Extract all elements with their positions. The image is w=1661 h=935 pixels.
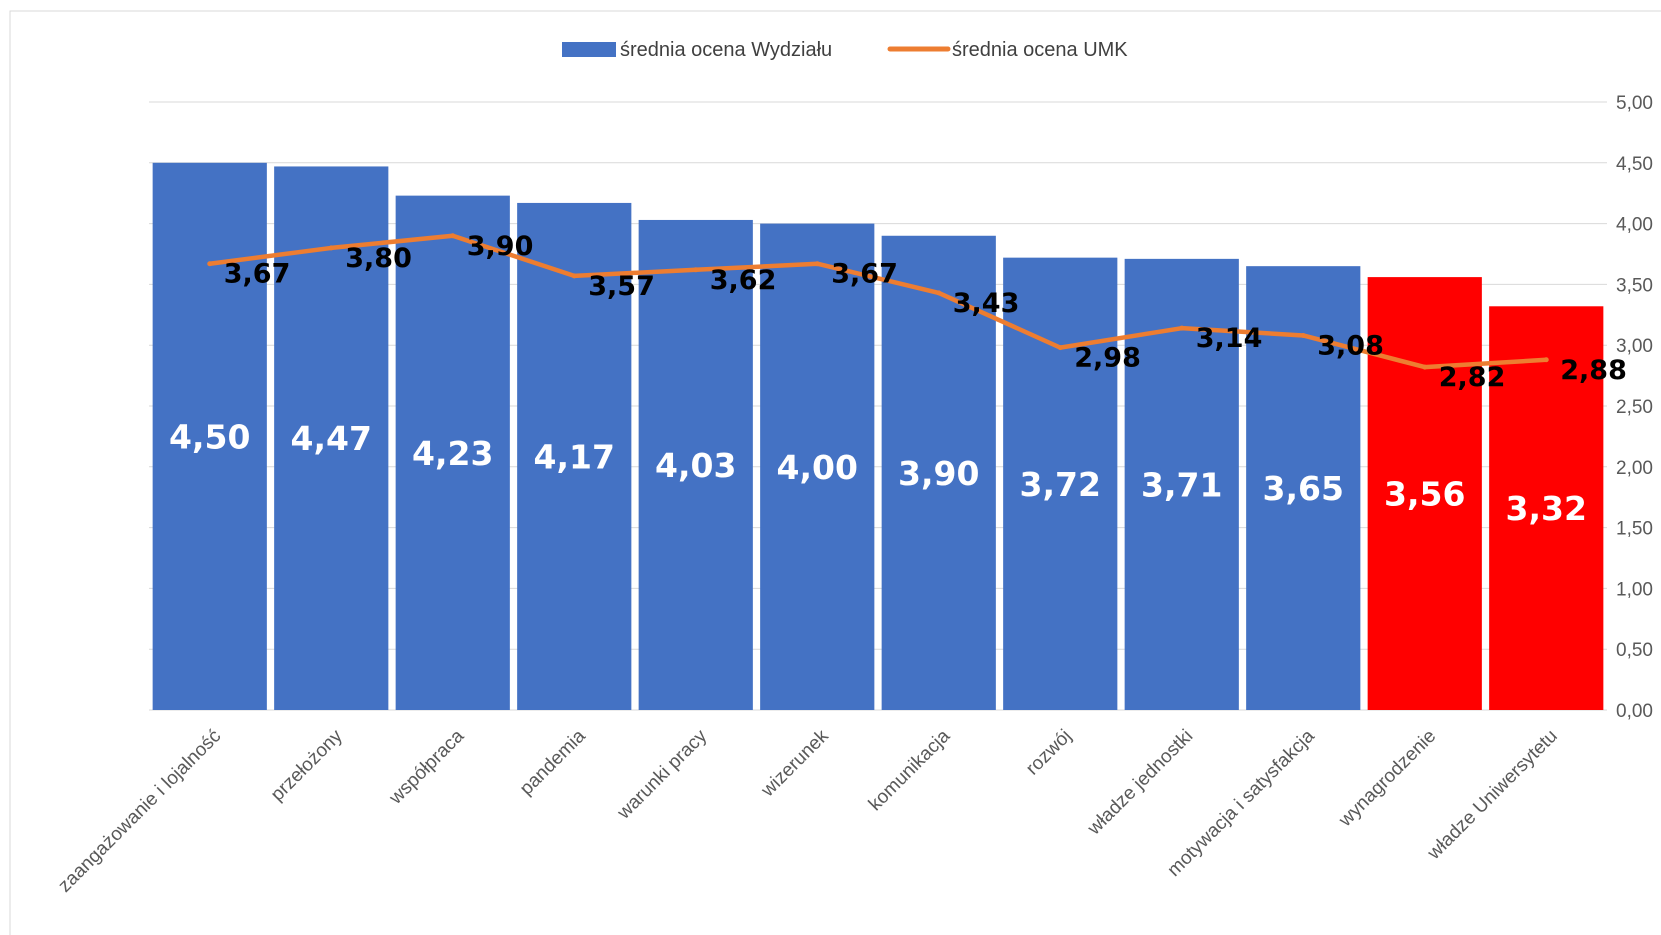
bar [881, 235, 996, 710]
line-data-label: 3,90 [467, 231, 534, 262]
line-data-label: 3,67 [831, 259, 898, 290]
bar-data-label: 4,47 [291, 419, 372, 458]
line-point [207, 261, 213, 267]
bars [152, 162, 1604, 711]
bar-data-label: 3,90 [898, 454, 979, 493]
bar-data-label: 4,00 [777, 448, 858, 487]
bar-data-label: 4,23 [412, 434, 493, 473]
line-data-label: 3,08 [1317, 330, 1384, 361]
bar [517, 202, 632, 711]
bar [1003, 257, 1118, 710]
line-point [1543, 357, 1549, 363]
y-tick-label: 3,00 [1616, 336, 1653, 357]
bar-data-label: 3,72 [1020, 465, 1101, 504]
line-point [1057, 345, 1063, 351]
bar [760, 223, 875, 710]
legend-label-bar: średnia ocena Wydziału [620, 39, 832, 61]
line-point [814, 261, 820, 267]
bar-data-label: 3,71 [1141, 465, 1222, 504]
line-series-path [207, 233, 1549, 370]
legend: średnia ocena Wydziału średnia ocena UMK [562, 39, 1128, 61]
line-data-label: 3,62 [710, 265, 777, 296]
bar [1246, 266, 1361, 710]
line-data-label: 3,57 [588, 271, 655, 302]
legend-label-line: średnia ocena UMK [952, 39, 1128, 61]
line-point [936, 290, 942, 296]
line-data-labels: 3,67 3,80 3,90 3,57 3,62 3,67 3,43 2,98 3,14 3,08… [224, 231, 1627, 393]
bar [274, 166, 389, 710]
bar-data-label: 4,50 [169, 417, 250, 456]
y-tick-label: 4,50 [1616, 154, 1653, 175]
bar-data-label: 3,65 [1263, 469, 1344, 508]
y-tick-label: 2,50 [1616, 397, 1653, 418]
line-point [1300, 332, 1306, 338]
bar [638, 219, 753, 710]
y-tick-label: 5,00 [1616, 93, 1653, 114]
legend-swatch-bar [562, 42, 616, 57]
bar-data-label: 4,17 [534, 437, 615, 476]
bar-data-label: 3,56 [1384, 475, 1465, 514]
bar-data-label: 4,03 [655, 446, 736, 485]
line-point [693, 267, 699, 273]
y-tick-label: 2,00 [1616, 458, 1653, 479]
line-data-label: 2,98 [1074, 343, 1141, 374]
line-point [1179, 325, 1185, 331]
y-tick-label: 4,00 [1616, 215, 1653, 236]
line-data-label: 3,43 [953, 288, 1020, 319]
line-point [450, 233, 456, 239]
y-axis: 0,00 0,50 1,00 1,50 2,00 2,50 3,00 3,50 4,00 4,50… [1616, 93, 1653, 722]
line-point [328, 245, 334, 251]
y-tick-label: 1,50 [1616, 519, 1653, 540]
line-point [1422, 364, 1428, 370]
y-tick-label: 0,00 [1616, 701, 1653, 722]
y-tick-label: 1,00 [1616, 579, 1653, 600]
line-data-label: 2,88 [1560, 355, 1627, 386]
line-data-label: 3,67 [224, 259, 291, 290]
bar [395, 195, 510, 710]
bar [1367, 277, 1482, 710]
bar-data-labels: 4,50 4,47 4,23 4,17 4,03 4,00 3,90 3,72 3,71 3,65… [169, 417, 1587, 528]
line-point [571, 273, 577, 279]
bar [1489, 306, 1604, 710]
y-tick-label: 0,50 [1616, 640, 1653, 661]
line-series [207, 233, 1549, 370]
line-data-label: 3,80 [345, 243, 412, 274]
line-data-label: 3,14 [1196, 323, 1263, 354]
line-data-label: 2,82 [1439, 362, 1506, 393]
gridlines [149, 101, 1607, 711]
bar-data-label: 3,32 [1506, 489, 1587, 528]
y-tick-label: 3,50 [1616, 275, 1653, 296]
bar [152, 162, 267, 711]
